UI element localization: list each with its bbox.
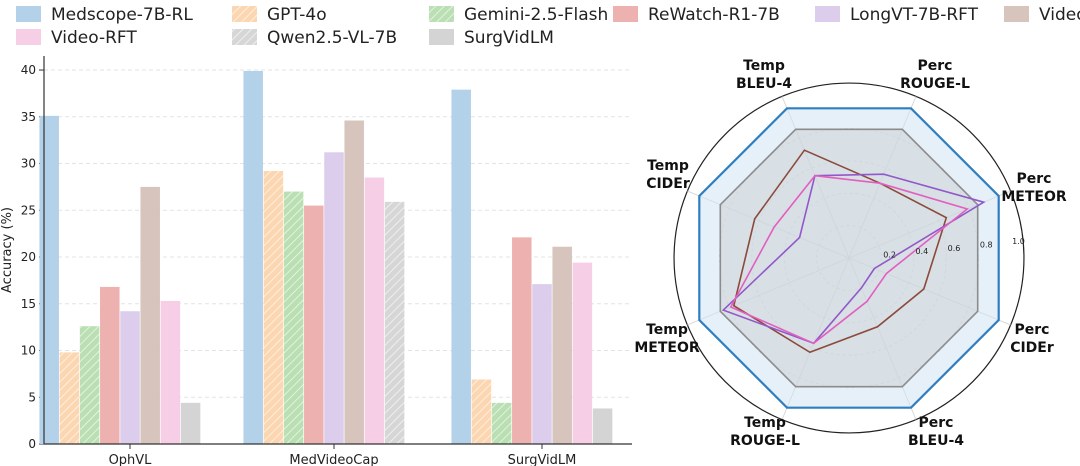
legend-label-video-r1-7b: Video-R1-7B — [1039, 5, 1080, 25]
radar-axis-label-1-line1: Perc — [918, 58, 953, 74]
bar-hatch-medvideocap-qwen2-5-vl-7b — [384, 201, 405, 444]
radar-tick-label-0.6: 0.6 — [948, 244, 961, 253]
bar-ophvl-surgvidlm — [180, 402, 201, 444]
radar-tick-label-0.4: 0.4 — [915, 247, 928, 256]
bar-ophvl-rewatch-r1-7b — [100, 286, 120, 444]
x-tick-label-medvideocap: MedVideoCap — [289, 453, 378, 466]
y-tick-label-15: 15 — [21, 297, 36, 311]
radar-series-qwen2-5-vl-7b — [719, 128, 979, 388]
radar-axis-label-4-line2: BLEU-4 — [908, 433, 964, 449]
y-tick-label-0: 0 — [28, 437, 36, 451]
legend-swatch-video-r1-7b — [1004, 6, 1029, 22]
bar-surgvidlm-longvt-7b-rft — [532, 284, 552, 444]
radar-series-longvt-7b-rft — [721, 173, 986, 345]
bar-hatch-ophvl-gemini-2-5-flash — [79, 326, 100, 444]
radar-chart: 0.2 0.4 0.6 0.8 1.0 Temp BLEU-4 Perc ROUGE-L Perc… — [634, 58, 1067, 449]
bar-ophvl-video-r1-7b — [140, 186, 160, 444]
bar-surgvidlm-medscope-7b-rl — [451, 89, 471, 444]
legend-label-surgvidlm: SurgVidLM — [464, 28, 554, 48]
y-tick-label-10: 10 — [21, 344, 36, 358]
x-tick-label-surgvidlm: SurgVidLM — [508, 453, 577, 466]
bar-medvideocap-medscope-7b-rl — [243, 70, 263, 444]
radar-axis-label-4-line1: Perc — [919, 415, 954, 431]
bar-surgvidlm-rewatch-r1-7b — [512, 237, 532, 444]
bar-hatch-ophvl-gpt-4o — [59, 352, 80, 444]
legend-label-medscope-7b-rl: Medscope-7B-RL — [51, 5, 193, 25]
radar-axis-label-5-line2: ROUGE-L — [730, 433, 800, 449]
radar-axis-label-1-line2: ROUGE-L — [900, 76, 970, 92]
radar-axis-label-0-line2: BLEU-4 — [736, 76, 792, 92]
legend-swatch-hatch-gpt-4o — [232, 6, 257, 22]
bar-ophvl-medscope-7b-rl — [39, 115, 59, 444]
y-tick-label-35: 35 — [21, 110, 36, 124]
legend-swatch-video-rft — [16, 29, 41, 45]
y-tick-label-25: 25 — [21, 203, 36, 217]
bar-surgvidlm-video-rft — [572, 262, 593, 444]
radar-axis-label-6-line2: METEOR — [634, 340, 700, 356]
legend: Medscope-7B-RL GPT-4o Gemini-2.5-Flash ReWa… — [16, 5, 1080, 48]
bar-hatch-medvideocap-gpt-4o — [263, 170, 284, 444]
legend-label-video-rft: Video-RFT — [51, 28, 137, 48]
radar-series-video-r1-7b — [732, 149, 948, 354]
radar-axis-label-0-line1: Temp — [743, 58, 785, 74]
radar-series-video-rft — [729, 174, 969, 345]
bar-chart: 0 5 10 15 20 25 30 35 40 OphVL MedVideoCap SurgVidL… — [0, 56, 632, 466]
bar-hatch-surgvidlm-gemini-2-5-flash — [491, 402, 512, 444]
legend-label-longvt-7b-rft: LongVT-7B-RFT — [850, 5, 979, 25]
y-tick-label-30: 30 — [21, 157, 36, 171]
legend-swatch-hatch-qwen2-5-vl-7b — [232, 29, 257, 45]
bar-medvideocap-longvt-7b-rft — [324, 152, 344, 444]
legend-swatch-longvt-7b-rft — [815, 6, 840, 22]
legend-label-qwen2-5-vl-7b: Qwen2.5-VL-7B — [267, 28, 397, 48]
bar-hatch-medvideocap-gemini-2-5-flash — [283, 191, 304, 444]
radar-axis-label-6-line1: Temp — [646, 322, 688, 338]
x-tick-label-ophvl: OphVL — [109, 453, 153, 466]
radar-axis-label-2-line1: Perc — [1017, 171, 1052, 187]
bar-surgvidlm-video-r1-7b — [552, 246, 572, 444]
bar-medvideocap-video-rft — [364, 177, 385, 444]
legend-swatch-surgvidlm — [429, 29, 454, 45]
y-tick-label-20: 20 — [21, 250, 36, 264]
legend-swatch-medscope-7b-rl — [16, 6, 41, 22]
legend-label-gemini-2-5-flash: Gemini-2.5-Flash — [464, 5, 608, 25]
radar-axis-label-5-line1: Temp — [744, 415, 786, 431]
radar-axis-label-7-line2: CIDEr — [646, 176, 690, 192]
radar-tick-label-0.8: 0.8 — [980, 240, 993, 249]
radar-tick-label-0.2: 0.2 — [883, 251, 896, 260]
bar-medvideocap-video-r1-7b — [344, 120, 364, 445]
bar-surgvidlm-surgvidlm — [592, 408, 613, 444]
bar-ophvl-video-rft — [160, 300, 181, 444]
radar-axis-label-7-line1: Temp — [647, 158, 689, 174]
y-tick-label-40: 40 — [21, 63, 36, 77]
radar-axis-label-2-line2: METEOR — [1001, 189, 1067, 205]
radar-tick-label-1.0: 1.0 — [1012, 237, 1025, 246]
y-tick-label-5: 5 — [28, 390, 36, 404]
bar-medvideocap-rewatch-r1-7b — [304, 205, 324, 444]
legend-swatch-hatch-gemini-2-5-flash — [429, 6, 454, 22]
bar-hatch-surgvidlm-gpt-4o — [471, 379, 492, 444]
radar-axis-label-3-line1: Perc — [1015, 322, 1050, 338]
legend-swatch-rewatch-r1-7b — [613, 6, 638, 22]
radar-axis-label-3-line2: CIDEr — [1010, 340, 1054, 356]
legend-label-gpt-4o: GPT-4o — [267, 5, 327, 25]
legend-label-rewatch-r1-7b: ReWatch-R1-7B — [648, 5, 780, 25]
bar-ophvl-longvt-7b-rft — [120, 311, 140, 444]
y-axis-label: Accuracy (%) — [0, 207, 15, 293]
radar-outer-frame — [673, 82, 1025, 434]
